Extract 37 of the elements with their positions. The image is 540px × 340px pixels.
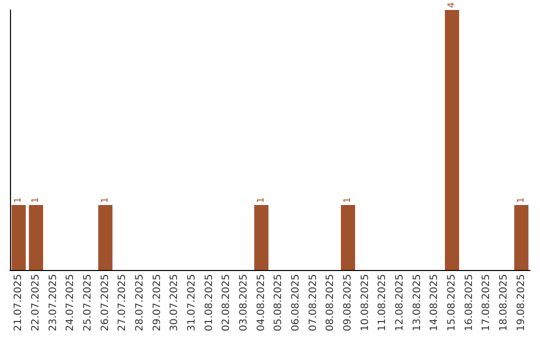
x-tick-label: 27.07.2025 bbox=[117, 274, 128, 332]
x-tick-label: 30.07.2025 bbox=[169, 274, 180, 332]
x-tick-label: 05.08.2025 bbox=[273, 274, 284, 332]
x-tick-label: 26.07.2025 bbox=[100, 274, 111, 332]
x-tick-label: 11.08.2025 bbox=[377, 274, 388, 332]
x-tick-label: 28.07.2025 bbox=[134, 274, 146, 332]
x-tick-label: 18.08.2025 bbox=[498, 274, 510, 332]
x-tick-label: 08.08.2025 bbox=[325, 274, 336, 332]
x-tick-label: 24.07.2025 bbox=[65, 274, 76, 332]
x-tick-label: 17.08.2025 bbox=[481, 274, 492, 332]
data-label: 4 bbox=[447, 2, 457, 8]
x-tick-label: 12.08.2025 bbox=[394, 274, 406, 332]
data-label: 1 bbox=[256, 197, 266, 203]
x-tick-label: 31.07.2025 bbox=[186, 274, 198, 332]
x-tick-label: 25.07.2025 bbox=[82, 274, 94, 332]
x-tick-label: 22.07.2025 bbox=[30, 274, 42, 332]
x-tick-label: 21.07.2025 bbox=[13, 274, 24, 332]
x-tick-label: 09.08.2025 bbox=[342, 274, 354, 332]
x-tick-label: 15.08.2025 bbox=[446, 274, 458, 332]
x-tick-label: 29.07.2025 bbox=[152, 274, 163, 332]
data-label: 1 bbox=[100, 197, 110, 203]
x-tick-label: 23.07.2025 bbox=[48, 274, 59, 332]
x-tick-label: 14.08.2025 bbox=[429, 274, 440, 332]
x-tick-label: 01.08.2025 bbox=[204, 274, 215, 332]
x-tick-label: 16.08.2025 bbox=[464, 274, 475, 332]
data-label: 1 bbox=[343, 197, 353, 203]
x-tick-label: 10.08.2025 bbox=[360, 274, 371, 332]
x-tick-label: 04.08.2025 bbox=[256, 274, 267, 332]
x-tick-label: 19.08.2025 bbox=[516, 274, 527, 332]
x-tick-label: 07.08.2025 bbox=[308, 274, 319, 332]
data-label: 1 bbox=[31, 197, 41, 203]
x-tick-label: 06.08.2025 bbox=[290, 274, 302, 332]
data-label: 1 bbox=[14, 197, 24, 203]
x-tick-label: 13.08.2025 bbox=[412, 274, 423, 332]
x-tick-label: 03.08.2025 bbox=[238, 274, 250, 332]
data-label: 1 bbox=[516, 197, 526, 203]
x-tick-label: 02.08.2025 bbox=[221, 274, 232, 332]
